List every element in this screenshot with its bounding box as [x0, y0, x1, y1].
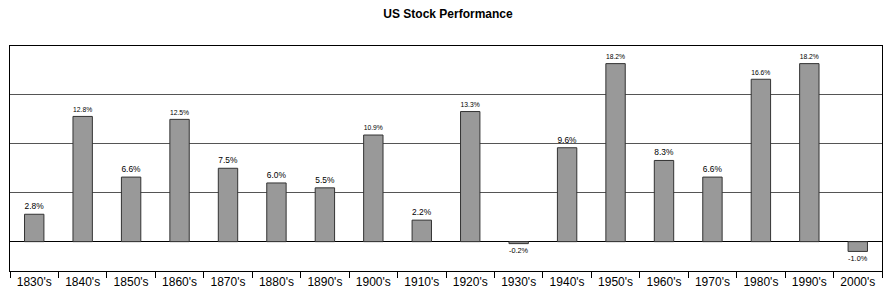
svg-text:2000's: 2000's: [840, 275, 875, 289]
svg-text:5.5%: 5.5%: [315, 175, 335, 185]
svg-text:1980's: 1980's: [743, 275, 778, 289]
svg-text:6.6%: 6.6%: [121, 164, 141, 174]
svg-text:1880's: 1880's: [259, 275, 294, 289]
svg-text:-0.2%: -0.2%: [509, 246, 529, 255]
svg-text:1920's: 1920's: [453, 275, 488, 289]
svg-text:6.6%: 6.6%: [703, 164, 723, 174]
svg-text:1960's: 1960's: [647, 275, 682, 289]
svg-text:2.8%: 2.8%: [25, 201, 45, 211]
svg-text:1950's: 1950's: [598, 275, 633, 289]
svg-text:12.8%: 12.8%: [73, 106, 92, 113]
svg-text:1910's: 1910's: [404, 275, 439, 289]
svg-text:1840's: 1840's: [65, 275, 100, 289]
svg-text:2.2%: 2.2%: [412, 207, 432, 217]
svg-text:-1.0%: -1.0%: [848, 254, 868, 263]
svg-text:9.6%: 9.6%: [557, 135, 577, 145]
svg-text:1850's: 1850's: [114, 275, 149, 289]
svg-text:6.0%: 6.0%: [267, 170, 287, 180]
svg-text:1930's: 1930's: [501, 275, 536, 289]
svg-text:7.5%: 7.5%: [218, 155, 238, 165]
svg-text:1890's: 1890's: [307, 275, 342, 289]
svg-text:1940's: 1940's: [550, 275, 585, 289]
svg-text:1830's: 1830's: [17, 275, 52, 289]
svg-text:1900's: 1900's: [356, 275, 391, 289]
svg-text:13.3%: 13.3%: [461, 101, 480, 108]
svg-text:1970's: 1970's: [695, 275, 730, 289]
svg-text:US Stock Performance: US Stock Performance: [383, 7, 513, 21]
svg-text:18.2%: 18.2%: [800, 53, 819, 60]
svg-text:10.9%: 10.9%: [364, 124, 383, 131]
svg-text:16.6%: 16.6%: [751, 69, 770, 76]
svg-text:18.2%: 18.2%: [606, 53, 625, 60]
svg-text:8.3%: 8.3%: [654, 147, 674, 157]
svg-text:1870's: 1870's: [211, 275, 246, 289]
svg-text:1860's: 1860's: [162, 275, 197, 289]
svg-text:1990's: 1990's: [792, 275, 827, 289]
svg-text:12.5%: 12.5%: [170, 109, 189, 116]
